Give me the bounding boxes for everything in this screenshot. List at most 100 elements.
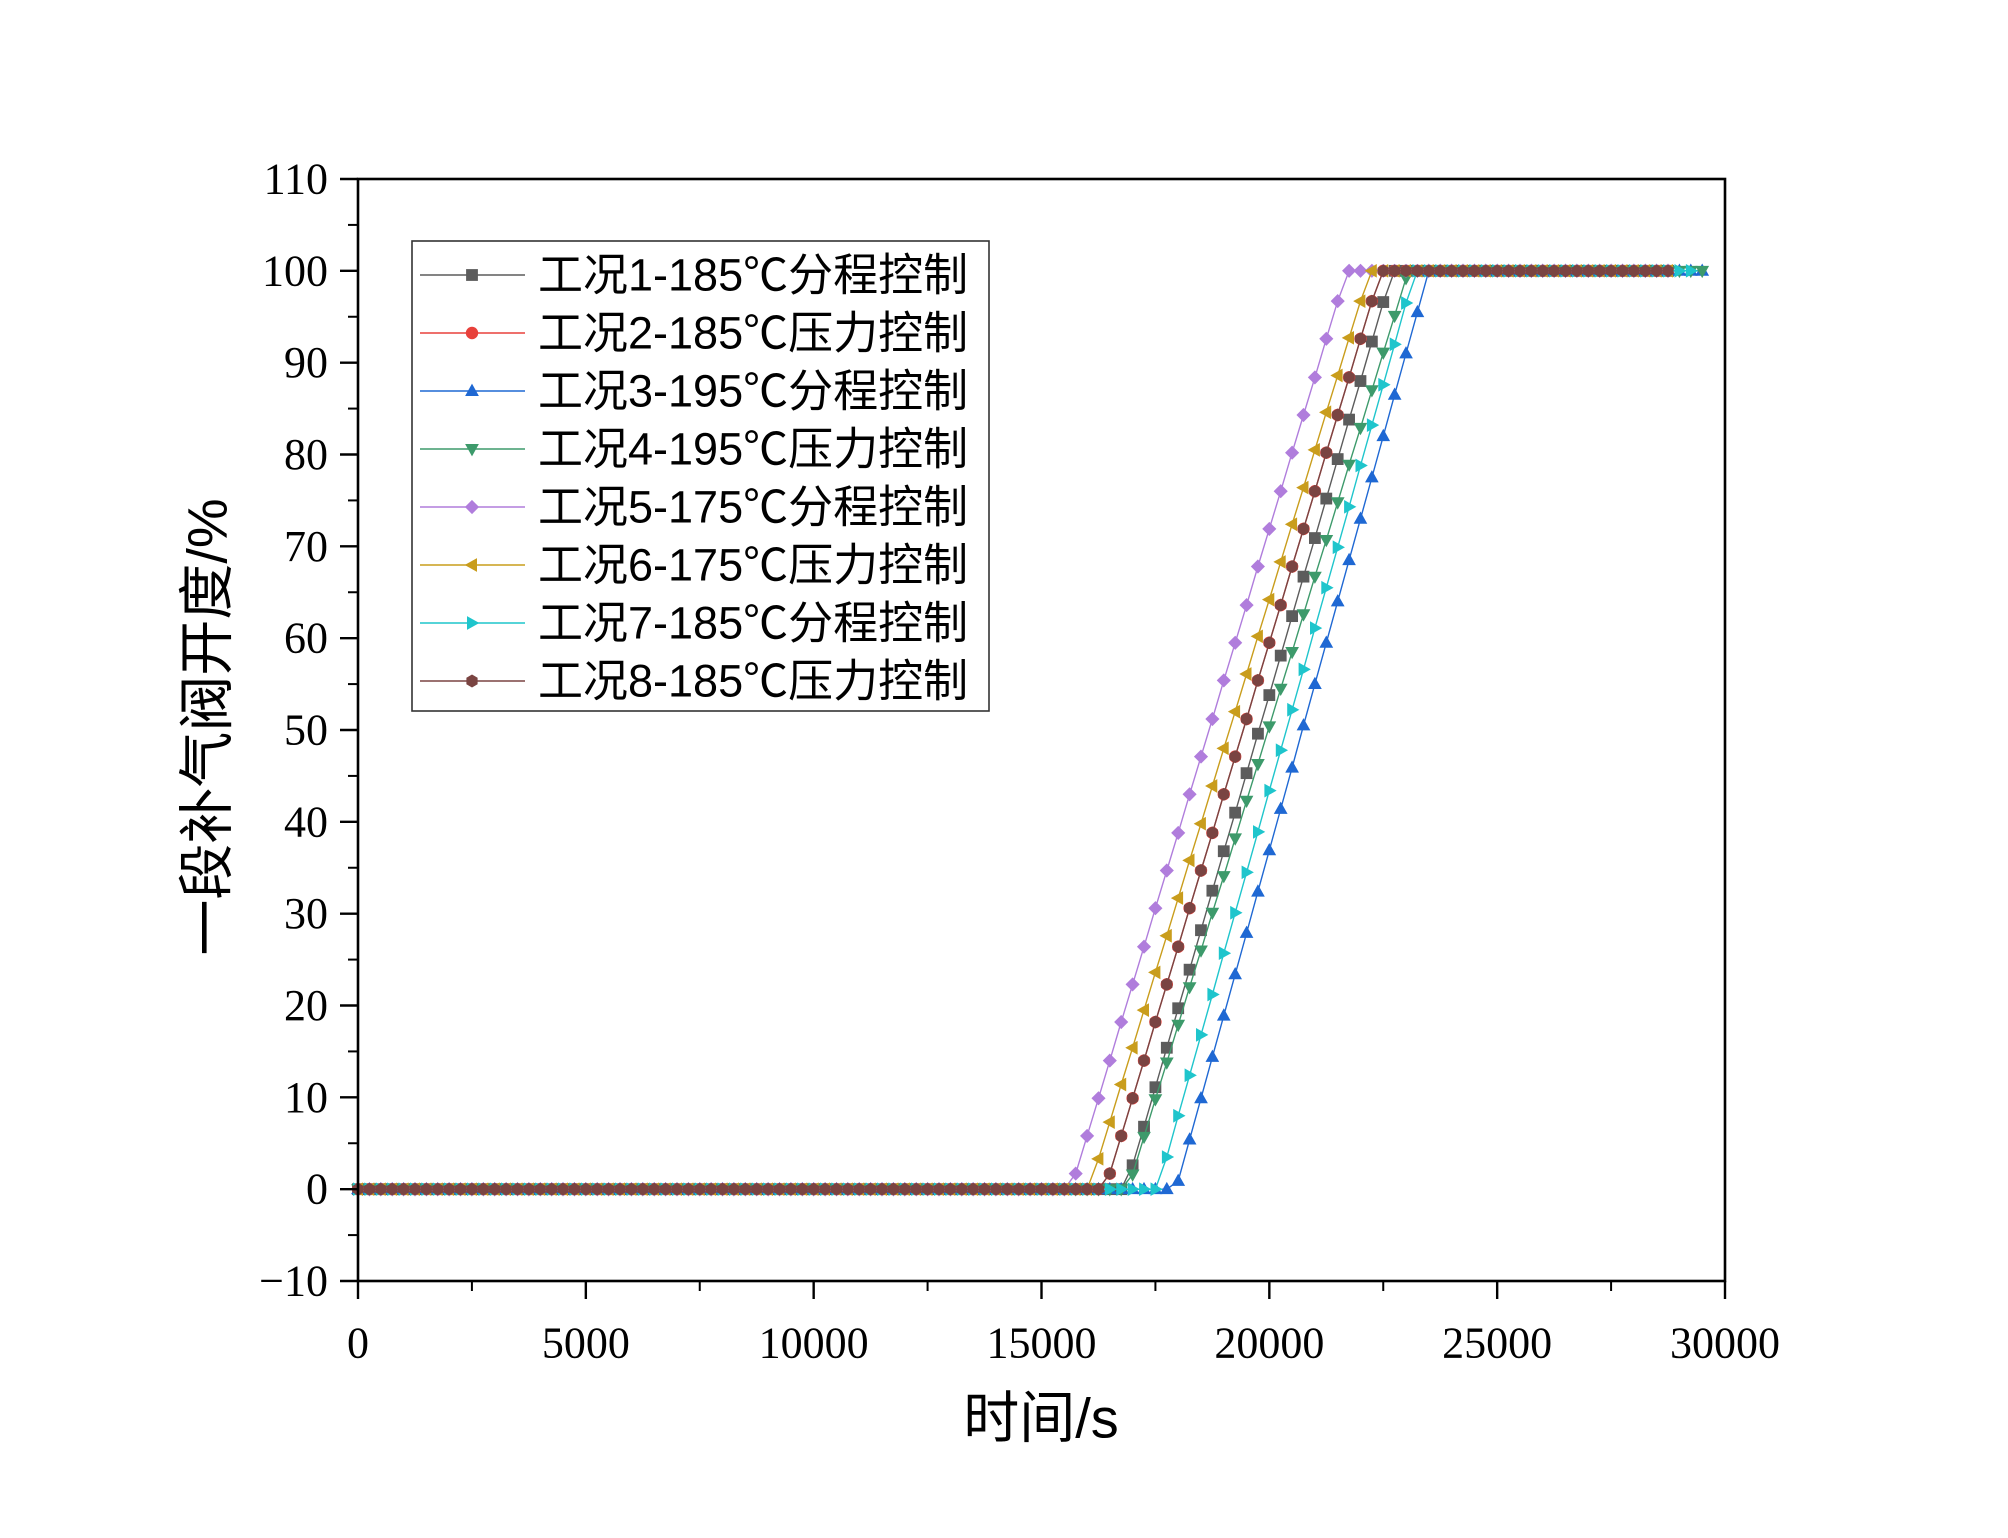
x-axis-title: 时间/s — [963, 1387, 1119, 1450]
series-8-point — [1275, 598, 1287, 612]
series-6-point — [1182, 853, 1195, 868]
series-4-point — [1319, 535, 1334, 548]
series-7-point — [1230, 905, 1243, 920]
series-8-point — [990, 1182, 1002, 1196]
series-3-point — [1239, 925, 1254, 938]
y-tick-label: 40 — [284, 797, 328, 846]
series-8-point — [1480, 264, 1492, 278]
legend-marker — [464, 499, 480, 515]
series-5-point — [1114, 1014, 1129, 1030]
legend-label: 工况5-175℃分程控制 — [538, 482, 968, 533]
legend-label: 工况4-195℃压力控制 — [538, 424, 968, 475]
series-4-point — [1273, 683, 1288, 697]
series-8-point — [933, 1182, 945, 1196]
x-tick-label: 0 — [347, 1319, 369, 1368]
series-6-point — [1159, 928, 1172, 943]
series-3-point — [1330, 594, 1345, 607]
series-1-point — [1274, 649, 1287, 662]
series-3-point — [1342, 552, 1356, 566]
series-8-point — [1377, 264, 1389, 278]
series-6-point — [1170, 891, 1184, 905]
series-5-point — [1273, 484, 1288, 499]
series-3-point — [1308, 676, 1322, 689]
series-8-point — [1172, 940, 1184, 954]
series-8-point — [660, 1182, 672, 1196]
series-1-point — [1377, 296, 1390, 308]
series-5-point — [1148, 901, 1163, 916]
series-8-point — [728, 1182, 740, 1196]
legend-item: 工况1-185℃分程控制 — [420, 250, 968, 301]
series-1-point — [1206, 884, 1219, 897]
series-6-point — [1125, 1040, 1138, 1055]
series-8-point — [511, 1182, 524, 1196]
series-7-point — [1310, 621, 1323, 635]
series-8-point — [397, 1182, 410, 1196]
series-8-point — [1115, 1129, 1127, 1143]
series-3-point — [1205, 1049, 1220, 1062]
series-7-point — [1287, 702, 1300, 717]
series-8-point — [409, 1182, 421, 1196]
series-5-point — [1319, 331, 1334, 346]
y-tick-label: 10 — [284, 1073, 328, 1122]
series-8-point — [1104, 1167, 1116, 1180]
series-6-point — [1261, 592, 1275, 607]
series-8-point — [853, 1182, 865, 1196]
y-tick-label: −10 — [259, 1257, 328, 1306]
series-8-point — [1559, 264, 1572, 278]
series-7-point — [1355, 458, 1368, 473]
series-8-point — [1263, 636, 1275, 650]
series-7-point — [1321, 580, 1334, 595]
series-4-point — [1205, 907, 1220, 921]
series-8-point — [682, 1182, 694, 1196]
series-4-point — [1171, 1019, 1186, 1033]
series-6-point — [1296, 480, 1309, 495]
series-5-point — [1205, 711, 1220, 727]
series-8-point — [1241, 712, 1253, 726]
series-8-point — [386, 1182, 398, 1196]
series-6-point — [1102, 1115, 1115, 1129]
series-1-point — [1331, 453, 1344, 465]
y-tick-label: 20 — [284, 981, 328, 1030]
series-8-point — [922, 1182, 934, 1196]
series-8-point — [1195, 864, 1207, 877]
series-4-point — [1365, 385, 1379, 398]
series-5-point — [1250, 559, 1265, 574]
series-7-point — [1366, 418, 1380, 432]
series-8-point — [1582, 264, 1594, 278]
series-8-point — [1605, 264, 1617, 278]
series-7-point — [1104, 1182, 1118, 1196]
legend-item: 工况5-175℃分程控制 — [420, 482, 968, 533]
y-tick-label: 90 — [284, 338, 328, 387]
series-8-point — [637, 1182, 649, 1196]
series-8-point — [865, 1182, 877, 1196]
legend-marker — [466, 674, 478, 688]
series-4-point — [1194, 945, 1208, 958]
series-4-point — [1695, 265, 1710, 279]
series-8-point — [1092, 1182, 1104, 1196]
series-8-point — [375, 1182, 387, 1196]
series-3-point — [1262, 842, 1277, 856]
series-5-point — [1091, 1091, 1106, 1106]
series-6-point — [1307, 443, 1320, 457]
series-3-point — [1387, 387, 1402, 400]
series-8-point — [876, 1182, 888, 1196]
series-5-point — [1171, 825, 1186, 840]
series-8-point — [1594, 264, 1606, 278]
series-4-point — [1228, 833, 1242, 846]
series-8-point — [648, 1182, 660, 1196]
series-3-point — [1353, 511, 1368, 524]
legend-label: 工况6-175℃压力控制 — [538, 540, 968, 591]
series-6-point — [1136, 1003, 1149, 1017]
series-5-point — [1159, 863, 1174, 878]
series-6-point — [1250, 629, 1263, 644]
legend-item: 工况3-195℃分程控制 — [420, 366, 968, 417]
series-4-point — [1182, 982, 1197, 995]
series-5-point — [1353, 263, 1368, 278]
series-8-point — [557, 1182, 569, 1196]
series-3-point — [1171, 1173, 1186, 1186]
series-7-point — [1150, 1182, 1163, 1196]
series-7-point — [1332, 540, 1346, 555]
series-7-point — [1275, 743, 1289, 758]
series-5-point — [1228, 635, 1243, 650]
legend-label: 工况1-185℃分程控制 — [538, 250, 968, 301]
